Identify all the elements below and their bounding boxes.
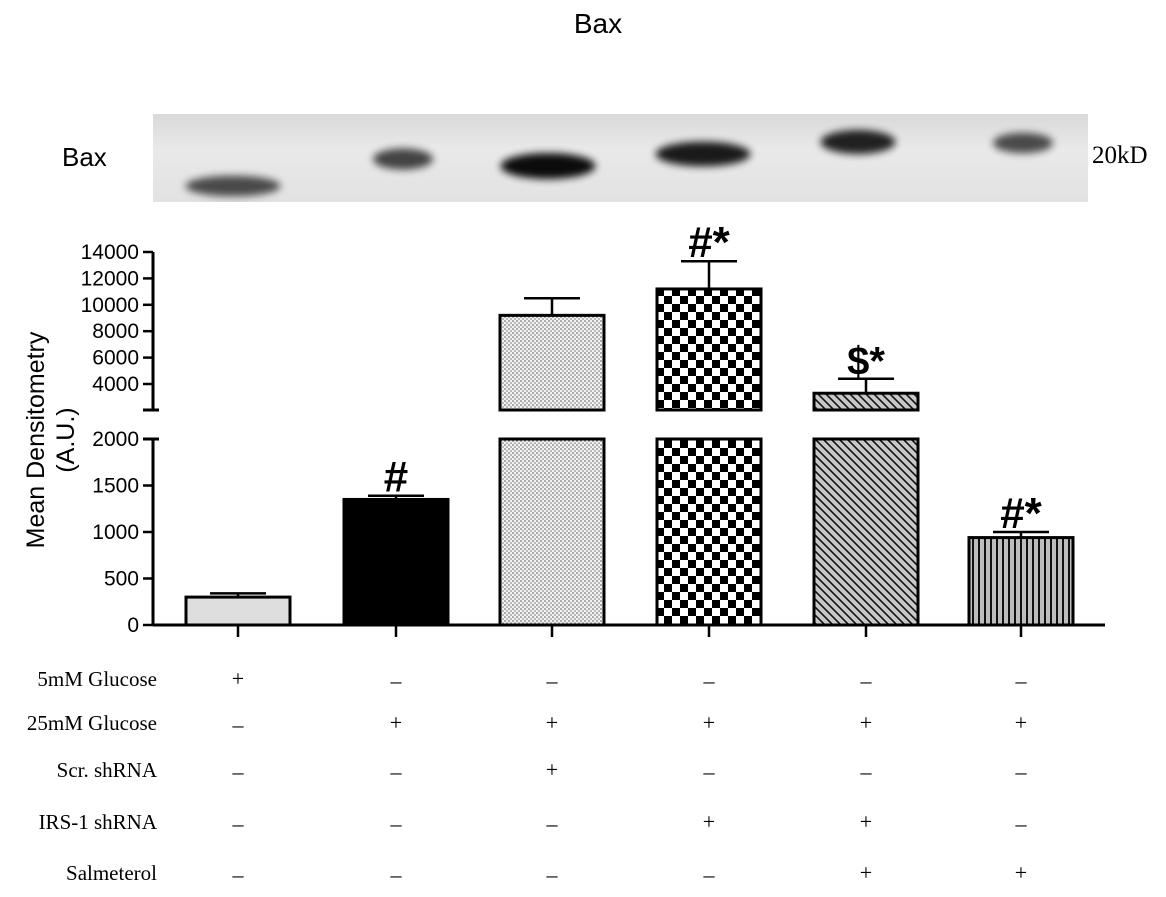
condition-sign: – [1015, 811, 1028, 836]
condition-sign: – [390, 759, 403, 784]
condition-sign: – [860, 759, 873, 784]
y-tick-label: 4000 [92, 373, 139, 396]
blot-band [373, 148, 433, 170]
y-tick-label: 6000 [92, 347, 139, 370]
condition-table: 5mM Glucose + – – – – – 25mM Glucose – + + + + + Scr. … [27, 666, 1028, 887]
condition-sign: – [390, 668, 403, 693]
condition-label: 5mM Glucose [37, 667, 157, 691]
condition-sign: + [1015, 710, 1027, 735]
condition-label: Salmeterol [66, 861, 157, 885]
y-tick-label: 12000 [81, 267, 139, 290]
condition-sign: – [703, 862, 716, 887]
y-tick-label: 500 [104, 568, 139, 591]
condition-sign: + [546, 710, 558, 735]
y-axis-label-line1: Mean Densitometry [22, 331, 50, 548]
condition-label: 25mM Glucose [27, 711, 157, 735]
y-tick-label: 1000 [92, 521, 139, 544]
blot-bands [185, 129, 1053, 197]
y-tick-label: 14000 [81, 241, 139, 264]
bar [812, 437, 920, 627]
bar-upper-segment [655, 287, 763, 412]
condition-sign: + [860, 809, 872, 834]
condition-sign: + [1015, 860, 1027, 885]
condition-sign: – [232, 811, 245, 836]
y-tick-label: 8000 [92, 320, 139, 343]
bar-upper-segment [498, 313, 606, 412]
condition-sign: – [703, 759, 716, 784]
y-tick-label: 10000 [81, 294, 139, 317]
blot-band [655, 141, 751, 167]
bar [342, 497, 450, 627]
significance-annotation: #* [688, 218, 730, 267]
blot-band [500, 153, 596, 179]
condition-sign: – [546, 668, 559, 693]
condition-sign: – [1015, 668, 1028, 693]
condition-sign: – [546, 862, 559, 887]
condition-sign: + [860, 710, 872, 735]
condition-sign: – [1015, 759, 1028, 784]
significance-annotation: #* [1000, 489, 1042, 538]
bar [498, 437, 606, 627]
condition-sign: + [546, 757, 558, 782]
condition-sign: – [703, 668, 716, 693]
y-axis-label-line2: (A.U.) [52, 407, 80, 472]
condition-sign: – [390, 862, 403, 887]
condition-sign: – [232, 759, 245, 784]
condition-sign: – [390, 811, 403, 836]
condition-label: Scr. shRNA [57, 758, 158, 782]
y-tick-label: 0 [127, 614, 139, 637]
condition-label: IRS-1 shRNA [39, 810, 158, 834]
bar [967, 536, 1075, 627]
condition-sign: + [703, 809, 715, 834]
y-tick-label: 2000 [92, 428, 139, 451]
molecular-weight-marker: 20kD [1092, 142, 1148, 169]
significance-annotation: $* [847, 340, 885, 384]
condition-sign: – [232, 862, 245, 887]
significance-annotation: # [384, 453, 408, 502]
bar [184, 595, 292, 627]
condition-sign: + [703, 710, 715, 735]
blot-protein-label: Bax [62, 142, 107, 172]
bar [655, 437, 763, 627]
condition-sign: – [546, 811, 559, 836]
y-tick-label: 1500 [92, 475, 139, 498]
condition-sign: + [390, 710, 402, 735]
figure-title: Bax [573, 8, 623, 39]
condition-sign: – [860, 668, 873, 693]
western-blot-panel: Bax 20kD [0, 108, 1166, 208]
bars: # #* $* #* [184, 218, 1075, 627]
condition-sign: – [232, 712, 245, 737]
blot-strip [153, 114, 1088, 202]
condition-sign: + [860, 860, 872, 885]
condition-sign: + [232, 666, 244, 691]
bar-upper-segment [812, 391, 920, 412]
blot-band [993, 132, 1053, 154]
axes: 0 500 1000 1500 2000 4000 6000 8000 10000 12000 14… [81, 241, 1105, 637]
blot-band [820, 129, 896, 155]
blot-band [185, 175, 281, 197]
